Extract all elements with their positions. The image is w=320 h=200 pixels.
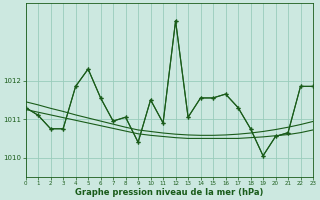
X-axis label: Graphe pression niveau de la mer (hPa): Graphe pression niveau de la mer (hPa) [75,188,264,197]
